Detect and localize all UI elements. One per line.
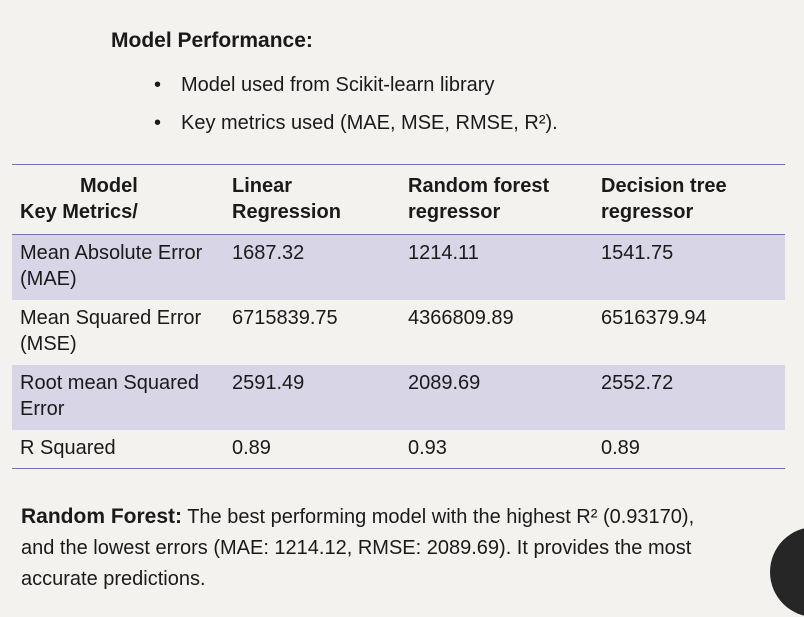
decision-tree-value-cell: 0.89 bbox=[601, 437, 640, 459]
header-linear-line2: Regression bbox=[232, 201, 341, 223]
header-decision-tree: Decision tree regressor bbox=[593, 165, 785, 235]
header-random-forest: Random forest regressor bbox=[400, 165, 593, 235]
table-row-mse: Mean Squared Error (MSE) 6715839.75 4366… bbox=[12, 300, 785, 365]
header-metrics: Model Key Metrics/ bbox=[12, 165, 224, 235]
random-forest-value-cell: 2089.69 bbox=[400, 365, 593, 430]
bullet-item: • Key metrics used (MAE, MSE, RMSE, R²). bbox=[151, 104, 558, 142]
summary-paragraph: Random Forest: The best performing model… bbox=[21, 501, 721, 595]
metric-cell: Root mean Squared Error bbox=[12, 365, 224, 430]
table-row-mae: Mean Absolute Error (MAE) 1687.32 1214.1… bbox=[12, 234, 785, 300]
header-linear-regression: Linear Regression bbox=[224, 165, 400, 235]
metric-cell: R Squared bbox=[20, 437, 116, 459]
linear-value-cell: 0.89 bbox=[232, 437, 271, 459]
bullet-text: Key metrics used (MAE, MSE, RMSE, R²). bbox=[181, 112, 558, 134]
header-metrics-line1: Model bbox=[80, 175, 138, 197]
linear-value-cell: 6715839.75 bbox=[232, 307, 338, 329]
decision-tree-value-cell: 2552.72 bbox=[593, 365, 785, 430]
header-rf-line2: regressor bbox=[408, 201, 501, 223]
summary-bold-label: Random Forest: bbox=[21, 505, 183, 528]
bullet-list: • Model used from Scikit-learn library •… bbox=[151, 66, 558, 142]
decision-tree-value-cell: 6516379.94 bbox=[601, 307, 707, 329]
table-row-rmse: Root mean Squared Error 2591.49 2089.69 … bbox=[12, 365, 785, 430]
metric-cell: Mean Absolute Error (MAE) bbox=[12, 234, 224, 300]
bullet-dot-icon: • bbox=[154, 74, 162, 96]
metrics-table-container: Model Key Metrics/ Linear Regression Ran… bbox=[12, 164, 785, 469]
bullet-item: • Model used from Scikit-learn library bbox=[151, 66, 558, 104]
metric-cell: Mean Squared Error (MSE) bbox=[20, 307, 202, 355]
table-header-row: Model Key Metrics/ Linear Regression Ran… bbox=[12, 164, 785, 235]
bullet-dot-icon: • bbox=[154, 112, 162, 134]
linear-value-cell: 1687.32 bbox=[224, 234, 400, 300]
decision-tree-value-cell: 1541.75 bbox=[593, 234, 785, 300]
metrics-table: Model Key Metrics/ Linear Regression Ran… bbox=[12, 164, 785, 469]
slide-control-button[interactable] bbox=[770, 527, 804, 617]
bullet-text: Model used from Scikit-learn library bbox=[181, 74, 495, 96]
header-metrics-line2: Key Metrics/ bbox=[20, 201, 138, 223]
header-dt-line2: regressor bbox=[601, 201, 694, 223]
header-dt-line1: Decision tree bbox=[601, 175, 727, 197]
summary-text: The best performing model with the highe… bbox=[21, 506, 695, 590]
table-row-r-squared: R Squared 0.89 0.93 0.89 bbox=[12, 430, 785, 469]
section-heading: Model Performance: bbox=[111, 29, 313, 52]
linear-value-cell: 2591.49 bbox=[224, 365, 400, 430]
header-rf-line1: Random forest bbox=[408, 175, 550, 197]
random-forest-value-cell: 0.93 bbox=[408, 437, 447, 459]
header-linear-line1: Linear bbox=[232, 175, 293, 197]
random-forest-value-cell: 1214.11 bbox=[400, 234, 593, 300]
random-forest-value-cell: 4366809.89 bbox=[408, 307, 514, 329]
